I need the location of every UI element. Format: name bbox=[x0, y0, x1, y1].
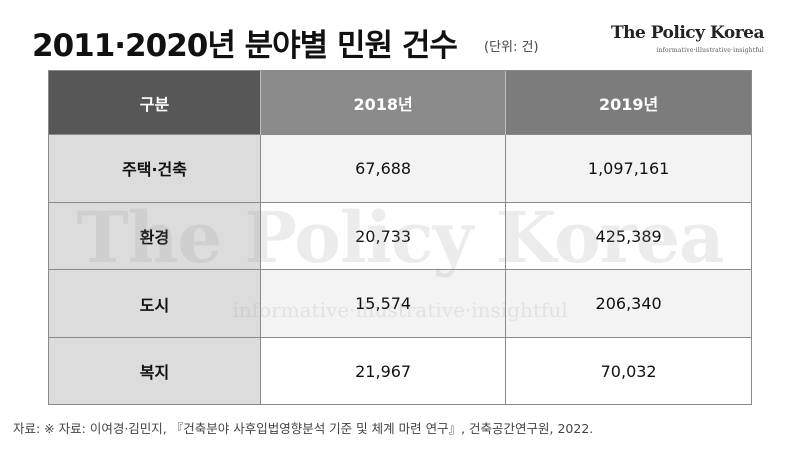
cell-2019: 70,032 bbox=[505, 337, 751, 404]
row-label: 환경 bbox=[49, 201, 261, 270]
data-table: 구분 2018년 2019년 주택·건축 67,688 1,097,161 환경… bbox=[48, 70, 752, 405]
source-note: 자료: ※ 자료: 이여경·김민지, 『건축분야 사후입법영향분석 기준 및 체… bbox=[13, 421, 594, 436]
table-header-row: 구분 2018년 2019년 bbox=[49, 71, 751, 135]
cell-2019: 425,389 bbox=[505, 201, 751, 270]
row-label: 주택·건축 bbox=[49, 134, 261, 203]
cell-2018: 15,574 bbox=[259, 269, 506, 338]
header-2018: 2018년 bbox=[259, 71, 506, 135]
table-row: 도시 15,574 206,340 bbox=[49, 269, 751, 338]
table-row: 주택·건축 67,688 1,097,161 bbox=[49, 134, 751, 203]
cell-2018: 21,967 bbox=[259, 337, 506, 404]
table-row: 환경 20,733 425,389 bbox=[49, 201, 751, 270]
row-label: 도시 bbox=[49, 269, 261, 338]
cell-2019: 1,097,161 bbox=[505, 134, 751, 203]
table-row: 복지 21,967 70,032 bbox=[49, 337, 751, 404]
header-2019: 2019년 bbox=[505, 71, 751, 135]
unit-label: (단위: 건) bbox=[484, 40, 539, 55]
row-label: 복지 bbox=[49, 337, 261, 404]
page-title: 2011·2020년 분야별 민원 건수 bbox=[32, 28, 458, 64]
cell-2019: 206,340 bbox=[505, 269, 751, 338]
header-category: 구분 bbox=[49, 71, 261, 135]
brand-tagline: informative·illustrative·insightful bbox=[656, 47, 764, 54]
brand-name: The Policy Korea bbox=[610, 23, 765, 43]
cell-2018: 20,733 bbox=[259, 201, 506, 270]
cell-2018: 67,688 bbox=[259, 134, 506, 203]
brand-logo: The Policy Korea informative·illustrativ… bbox=[610, 23, 765, 54]
